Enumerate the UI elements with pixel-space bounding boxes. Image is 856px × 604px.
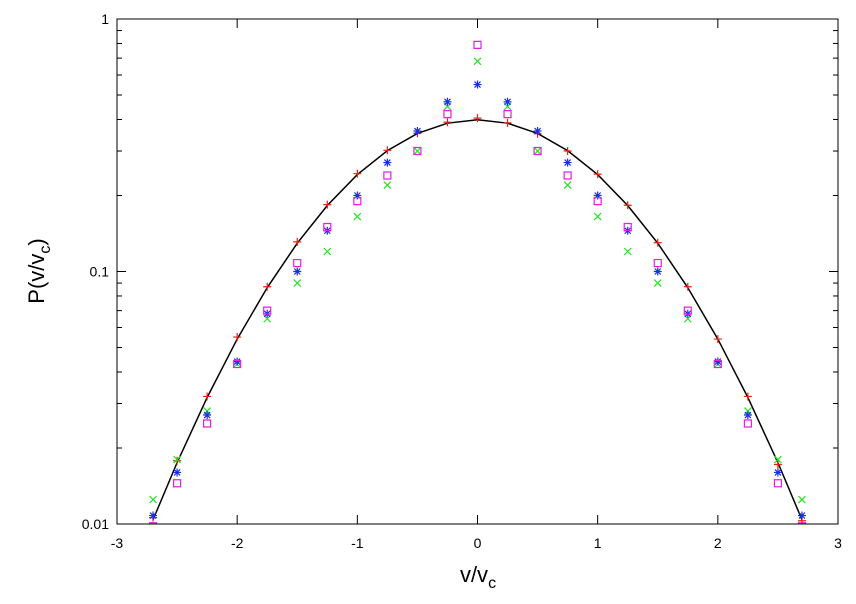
y-label-sub: c <box>37 246 54 254</box>
point <box>683 306 692 315</box>
point <box>233 333 242 342</box>
point <box>148 522 158 524</box>
point <box>383 158 392 167</box>
point <box>743 419 752 428</box>
point <box>383 171 392 180</box>
point <box>323 247 332 256</box>
point <box>473 114 482 123</box>
point <box>743 392 752 401</box>
y-axis-label: P(v/vc) <box>24 238 54 303</box>
point <box>173 456 182 465</box>
point <box>383 181 392 189</box>
point <box>263 306 272 315</box>
point <box>798 495 806 504</box>
point <box>473 57 482 66</box>
point <box>593 197 602 206</box>
point <box>563 147 572 156</box>
point <box>443 97 452 106</box>
x-tick-label: 3 <box>834 535 842 551</box>
x-axis-label: v/vc <box>460 562 496 592</box>
y-tick-label: 1 <box>101 11 109 27</box>
point <box>743 411 752 420</box>
point <box>233 357 242 366</box>
point <box>533 147 542 155</box>
curve <box>152 119 803 520</box>
x-tick-label: 2 <box>714 535 722 551</box>
point <box>773 479 783 488</box>
point <box>323 222 332 232</box>
point <box>593 212 602 221</box>
point <box>353 212 362 221</box>
point <box>293 279 302 287</box>
point <box>413 146 422 156</box>
point <box>149 495 157 504</box>
point <box>293 237 302 246</box>
point <box>623 247 632 256</box>
point <box>503 110 512 119</box>
point <box>653 279 662 287</box>
point <box>173 468 182 477</box>
point <box>533 146 542 156</box>
point <box>653 238 662 247</box>
plot-area <box>148 40 807 524</box>
x-label-sub: c <box>488 575 496 592</box>
point <box>203 411 212 420</box>
point <box>413 147 422 155</box>
point <box>563 181 572 189</box>
point <box>623 222 632 232</box>
point <box>593 191 602 200</box>
point <box>683 282 692 291</box>
x-tick-label: -3 <box>111 535 124 551</box>
point <box>773 468 782 477</box>
point <box>293 267 302 276</box>
point <box>413 127 422 136</box>
x-tick-label: -2 <box>231 535 244 551</box>
y-label-end: ) <box>24 238 49 245</box>
x-tick-label: 1 <box>594 535 602 551</box>
point <box>503 118 512 127</box>
point <box>353 191 362 200</box>
point <box>149 511 158 520</box>
y-tick-label: 0.1 <box>90 264 110 280</box>
point <box>593 170 602 179</box>
point <box>503 97 512 106</box>
point <box>172 479 182 488</box>
point <box>473 40 482 49</box>
point <box>533 127 542 136</box>
point <box>173 455 182 464</box>
point <box>323 200 332 209</box>
point <box>233 359 242 369</box>
point <box>353 169 362 178</box>
y-tick-label: 0.01 <box>82 516 109 532</box>
point <box>473 80 482 89</box>
y-label-main: P(v/v <box>24 254 49 304</box>
point <box>563 171 572 180</box>
point <box>713 335 722 344</box>
point <box>443 118 452 127</box>
point <box>203 419 212 428</box>
point <box>773 460 782 469</box>
point <box>653 258 662 268</box>
x-label-main: v/v <box>460 562 488 587</box>
point <box>443 110 452 119</box>
point <box>713 357 722 366</box>
point <box>713 359 722 369</box>
point <box>263 282 272 291</box>
point <box>563 158 572 167</box>
point <box>653 267 662 276</box>
point <box>797 511 806 520</box>
x-tick-label: -1 <box>351 535 364 551</box>
point <box>353 197 362 206</box>
point <box>203 392 212 401</box>
point <box>293 258 302 268</box>
point <box>773 455 782 464</box>
point <box>383 146 392 155</box>
point <box>623 201 632 210</box>
plot-frame <box>116 18 839 525</box>
point <box>797 522 807 524</box>
x-tick-label: 0 <box>474 535 482 551</box>
